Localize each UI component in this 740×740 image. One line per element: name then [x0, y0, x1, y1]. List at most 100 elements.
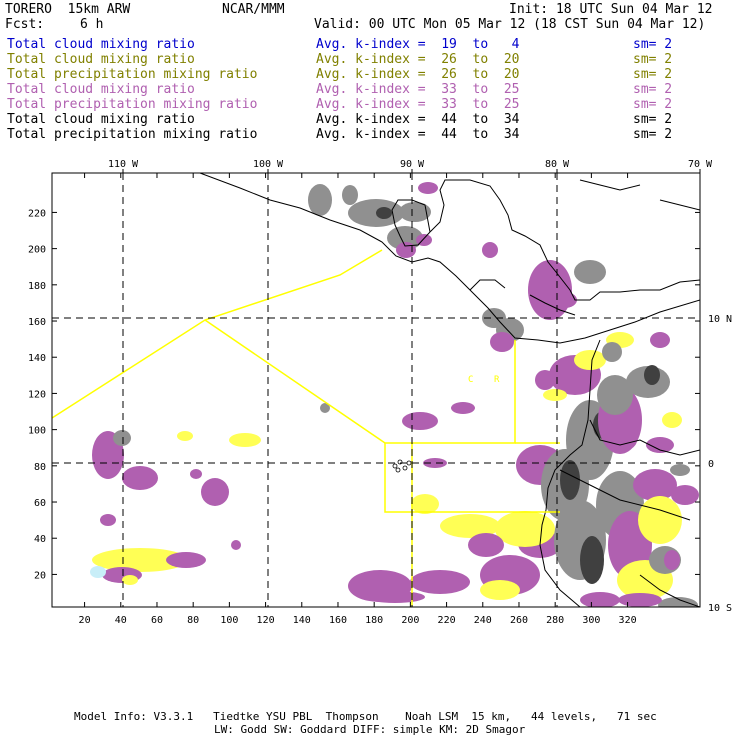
x-tick-label: 280 — [546, 615, 564, 626]
field-blob — [618, 593, 662, 607]
legend-sm-7: sm= 2 — [633, 127, 673, 142]
y-tick-label: 140 — [28, 353, 46, 364]
y-tick-label: 220 — [28, 208, 46, 219]
coastline — [659, 199, 700, 211]
field-blob — [602, 342, 622, 362]
legend-field-5: Total precipitation mixing ratio — [7, 97, 258, 112]
region-label-c: C — [468, 375, 473, 385]
field-blob — [670, 464, 690, 476]
field-blob — [580, 536, 604, 584]
field-blob — [342, 185, 358, 205]
legend-sm-4: sm= 2 — [633, 82, 673, 97]
field-blob — [396, 242, 416, 258]
legend-sm-6: sm= 2 — [633, 112, 673, 127]
field-blob — [423, 458, 447, 468]
field-blob — [201, 478, 229, 506]
legend-kindex-7: Avg. k-index = 44 to 34 — [316, 127, 520, 142]
field-blob — [410, 570, 470, 594]
coastline — [539, 339, 601, 607]
field-blob — [320, 403, 330, 413]
field-blob — [177, 431, 193, 441]
field-blob — [418, 182, 438, 194]
field-blob — [543, 389, 567, 401]
legend-kindex-5: Avg. k-index = 33 to 25 — [316, 97, 520, 112]
org-label: NCAR/MMM — [222, 2, 285, 17]
coastline — [199, 173, 700, 344]
field-blob — [535, 370, 555, 390]
lon-label: 110 W — [108, 159, 139, 170]
legend-field-1: Total cloud mixing ratio — [7, 37, 195, 52]
y-tick-label: 100 — [28, 426, 46, 437]
x-tick-label: 100 — [220, 615, 238, 626]
map-frame — [51, 172, 701, 608]
field-blob — [646, 437, 674, 453]
coastline — [639, 574, 700, 607]
field-blob — [613, 430, 637, 450]
field-blob — [365, 591, 425, 603]
legend-sm-2: sm= 2 — [633, 52, 673, 67]
legend-field-4: Total cloud mixing ratio — [7, 82, 195, 97]
valid-time: Valid: 00 UTC Mon 05 Mar 12 (18 CST Sun … — [314, 17, 706, 32]
field-blob — [113, 430, 131, 446]
x-tick-label: 160 — [329, 615, 347, 626]
lat-label: 10 N — [708, 314, 732, 325]
legend-field-2: Total cloud mixing ratio — [7, 52, 195, 67]
field-blob — [658, 597, 698, 607]
field-blob — [190, 469, 202, 479]
field-blob — [90, 566, 106, 578]
field-blob — [482, 242, 498, 258]
field-blob — [638, 496, 682, 544]
legend-field-6: Total cloud mixing ratio — [7, 112, 195, 127]
field-blob — [664, 550, 680, 570]
x-tick-label: 220 — [438, 615, 456, 626]
init-time: Init: 18 UTC Sun 04 Mar 12 — [509, 2, 713, 17]
x-tick-label: 260 — [510, 615, 528, 626]
field-blob — [166, 552, 206, 568]
field-blob — [231, 540, 241, 550]
field-blob — [308, 184, 332, 216]
field-blob — [402, 412, 438, 430]
x-tick-label: 300 — [582, 615, 600, 626]
legend-kindex-2: Avg. k-index = 26 to 20 — [316, 52, 520, 67]
field-blob — [92, 548, 188, 572]
coastline — [559, 469, 691, 521]
x-tick-label: 40 — [115, 615, 127, 626]
field-blob — [671, 485, 699, 505]
field-blob — [574, 350, 606, 370]
boundary-line — [384, 443, 560, 513]
footer-physics: LW: Godd SW: Goddard DIFF: simple KM: 2D… — [214, 723, 526, 736]
field-blob — [580, 592, 620, 607]
field-blob — [553, 292, 577, 308]
y-tick-label: 60 — [34, 498, 46, 509]
model-title: TORERO 15km ARW — [5, 2, 131, 17]
legend-kindex-6: Avg. k-index = 44 to 34 — [316, 112, 520, 127]
lon-label: 90 W — [400, 159, 425, 170]
legend-kindex-4: Avg. k-index = 33 to 25 — [316, 82, 520, 97]
field-blob — [399, 202, 431, 222]
lon-label: 80 W — [545, 159, 570, 170]
field-blob — [122, 575, 138, 585]
legend-sm-3: sm= 2 — [633, 67, 673, 82]
x-tick-label: 140 — [293, 615, 311, 626]
lon-label: 100 W — [253, 159, 284, 170]
boundary-line — [52, 249, 383, 419]
galapagos-island — [395, 467, 401, 473]
footer-model-info: Model Info: V3.3.1 Tiedtke YSU PBL Thomp… — [74, 710, 657, 723]
x-tick-label: 320 — [619, 615, 637, 626]
field-blob — [440, 514, 500, 538]
legend-sm-1: sm= 2 — [633, 37, 673, 52]
field-blob — [451, 402, 475, 414]
field-blob — [100, 514, 116, 526]
field-blob — [644, 365, 660, 385]
field-blob — [560, 460, 580, 500]
field-blob — [528, 260, 572, 320]
lat-label: 10 S — [708, 603, 732, 614]
x-tick-label: 80 — [187, 615, 199, 626]
field-blob — [376, 207, 392, 219]
legend-sm-5: sm= 2 — [633, 97, 673, 112]
y-tick-label: 40 — [34, 534, 46, 545]
galapagos-island — [392, 463, 398, 469]
x-tick-label: 60 — [151, 615, 163, 626]
